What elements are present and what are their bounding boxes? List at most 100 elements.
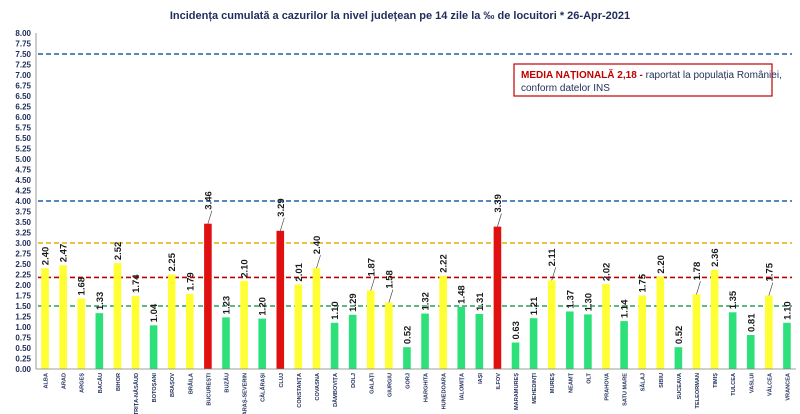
data-label: 0.81 (746, 313, 757, 332)
y-tick-label: 7.25 (15, 60, 31, 69)
bar (620, 321, 628, 369)
x-tick-label: MUREȘ (550, 373, 556, 393)
label-leader-line (388, 289, 394, 303)
y-tick-label: 7.00 (15, 71, 31, 80)
bar (294, 284, 303, 369)
y-tick-label: 6.50 (15, 92, 31, 101)
bar (41, 268, 49, 369)
x-tick-label: ILFOV (496, 373, 502, 390)
data-label: 1.68 (77, 277, 88, 296)
y-tick-label: 5.50 (15, 134, 31, 143)
data-label: 0.52 (402, 326, 413, 345)
x-tick-label: COVASNA (315, 373, 321, 401)
label-leader-line (696, 281, 701, 295)
x-tick-label: TIMIȘ (713, 373, 719, 388)
bar (113, 263, 122, 369)
label-leader-line (370, 277, 376, 291)
bar (547, 280, 556, 369)
bar (131, 295, 140, 369)
bar (258, 318, 266, 369)
data-label: 2.25 (167, 252, 178, 271)
data-label: 1.33 (95, 292, 106, 311)
y-tick-label: 3.50 (15, 218, 31, 227)
bar (186, 293, 194, 369)
y-tick-label: 0.50 (15, 344, 31, 353)
bar (312, 268, 321, 369)
y-tick-label: 2.50 (15, 260, 31, 269)
data-label: 1.32 (421, 292, 432, 311)
x-tick-label: CARAȘ-SEVERIN (243, 373, 249, 414)
x-tick-label: IAȘI (478, 373, 484, 384)
label-leader-line (551, 267, 557, 281)
bar (457, 306, 466, 369)
label-leader-line (207, 210, 213, 224)
x-tick-label: VASLUI (749, 373, 755, 394)
bar (638, 295, 646, 369)
note-line-2: conform datelor INS (521, 83, 610, 94)
data-label: 3.46 (203, 191, 214, 210)
y-tick-label: 3.25 (15, 228, 31, 237)
bar (167, 274, 176, 369)
x-tick-label: BUCUREȘTI (206, 373, 212, 406)
note-text-1: raportat la populația României, (643, 70, 782, 81)
y-tick-label: 8.00 (15, 29, 31, 38)
y-tick-label: 6.75 (15, 81, 31, 90)
bar (710, 269, 719, 369)
y-tick-label: 2.00 (15, 281, 31, 290)
data-label: 1.87 (366, 258, 377, 277)
data-label: 1.74 (131, 274, 142, 293)
y-tick-label: 0.75 (15, 333, 31, 342)
y-tick-label: 1.75 (15, 291, 31, 300)
data-label: 3.29 (276, 198, 287, 217)
x-tick-label: PRAHOVA (605, 373, 611, 401)
bar (584, 314, 592, 369)
bar (602, 284, 610, 369)
bar (674, 347, 683, 369)
data-label: 1.31 (475, 292, 486, 311)
x-tick-label: BACĂU (97, 373, 104, 393)
x-tick-label: MEHEDINȚI (532, 373, 538, 404)
x-tick-label: SUCEAVA (677, 373, 683, 400)
bars (41, 223, 791, 369)
y-axis: 0.00 0.250.50 0.751.00 1.251.50 1.752.00 2.25… (15, 29, 37, 374)
bar (529, 318, 538, 369)
bar (783, 322, 791, 369)
y-tick-label: 7.75 (15, 39, 31, 48)
label-leader-line (316, 255, 321, 269)
bar (765, 295, 773, 369)
data-label: 1.35 (728, 290, 739, 309)
x-tick-label: BISTRIȚA-NĂSĂUD (133, 373, 140, 414)
x-tick-label: VÂLCEA (766, 373, 773, 396)
x-tick-label: DOLJ (351, 373, 357, 388)
bar (348, 314, 357, 369)
y-tick-label: 6.25 (15, 102, 31, 111)
bar (240, 280, 248, 369)
data-label: 1.30 (583, 293, 594, 312)
x-tick-label: BIHOR (116, 373, 122, 391)
x-tick-label: DÂMBOVIȚA (332, 373, 339, 407)
x-tick-label: CONSTANȚA (297, 373, 303, 408)
reference-lines (38, 53, 792, 307)
x-tick-label: GALAȚI (369, 373, 375, 394)
label-leader-line (768, 282, 774, 296)
x-tick-label: IALOMIȚA (460, 373, 466, 400)
bar (656, 276, 665, 369)
x-tick-label: BUZĂU (224, 373, 231, 393)
y-tick-label: 5.00 (15, 155, 31, 164)
note-bold-text: MEDIA NAȚIONALĂ 2,18 - (521, 68, 643, 81)
data-label: 1.29 (348, 293, 359, 312)
bar (439, 275, 447, 369)
note-box (513, 63, 773, 97)
bar (77, 298, 86, 369)
data-label: 1.75 (638, 273, 649, 292)
y-tick-label: 4.50 (15, 176, 31, 185)
data-label: 1.20 (258, 297, 269, 316)
y-tick-label: 4.75 (15, 165, 31, 174)
x-tick-label: GORJ (405, 373, 411, 389)
data-label: 1.10 (782, 301, 793, 320)
data-label: 1.58 (384, 270, 395, 289)
bar (366, 290, 375, 369)
data-label: 1.23 (222, 296, 233, 315)
x-tick-label: ARGEȘ (80, 373, 86, 393)
